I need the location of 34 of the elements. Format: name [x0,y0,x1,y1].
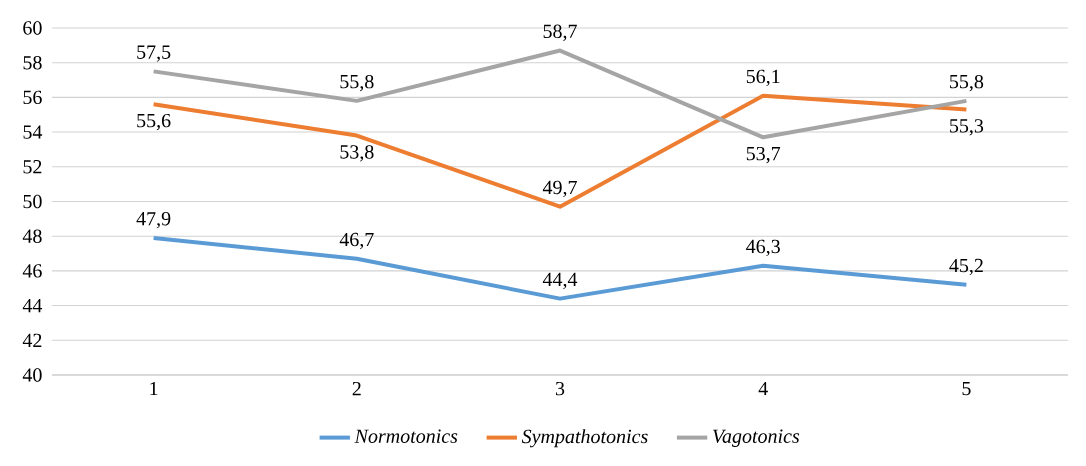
y-tick-label: 56 [23,90,42,105]
x-tick-label: 3 [555,381,565,396]
legend-label: Normotonics [354,429,458,443]
data-label: 46,7 [339,232,374,250]
data-label: 47,9 [136,212,171,229]
y-tick-label: 42 [22,333,42,347]
data-label: 49,7 [542,180,577,198]
data-label: 55,8 [950,74,984,92]
data-label: 53,8 [340,145,374,162]
y-tick-label: 46 [22,264,42,278]
x-tick-label: 1 [150,381,158,396]
data-label: 44,4 [542,272,578,290]
x-tick-label: 5 [962,381,971,396]
data-label: 53,7 [746,146,781,164]
y-tick-label: 52 [23,160,42,174]
y-tick-label: 40 [22,368,42,382]
legend-label: Sympathotonics [521,429,648,448]
x-tick-label: 4 [758,381,768,396]
data-label: 45,2 [949,258,983,276]
y-tick-label: 50 [23,194,42,209]
legend-label: Vagotonics [713,429,800,447]
data-label: 58,7 [543,24,577,41]
data-label: 55,6 [137,113,171,131]
data-label: 57,5 [137,45,171,62]
data-label: 55,3 [950,119,984,136]
y-tick-label: 54 [23,125,43,139]
y-tick-label: 60 [23,21,42,35]
data-label: 46,3 [746,239,780,257]
y-tick-label: 48 [22,229,42,243]
y-tick-label: 44 [22,299,43,313]
y-tick-label: 58 [23,55,42,70]
x-tick-label: 2 [352,381,361,396]
data-label: 56,1 [746,69,780,87]
data-label: 55,8 [340,74,374,92]
